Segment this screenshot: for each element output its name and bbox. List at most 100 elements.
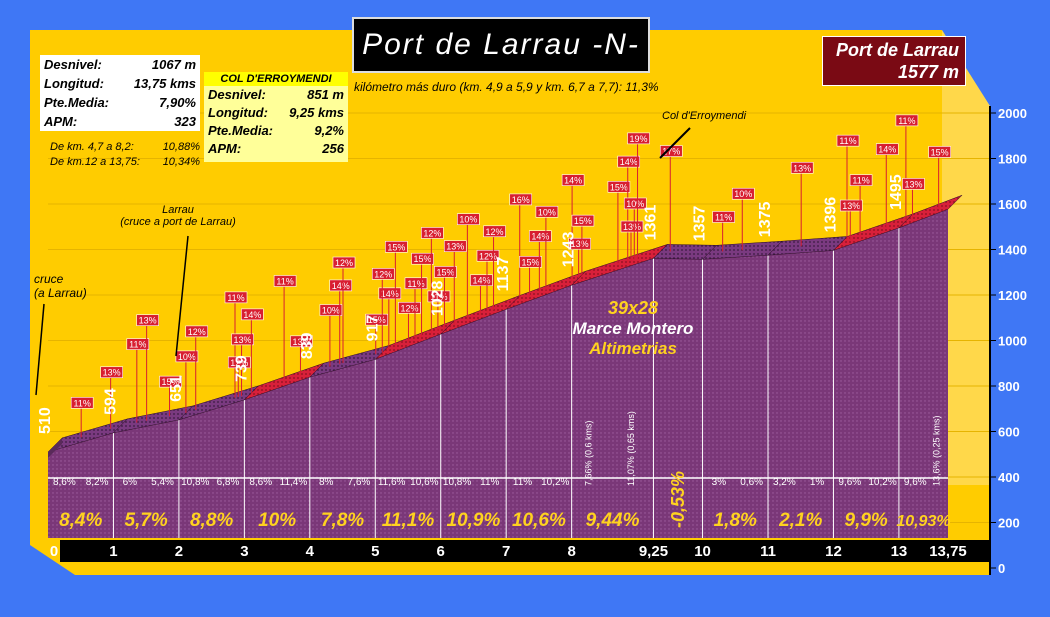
landmark-sub: (a Larrau) [34, 286, 87, 300]
tag-label: 13% [292, 337, 310, 347]
tag-box [895, 114, 919, 127]
y-tick-label: 1400 [998, 243, 1027, 258]
stat-label: Longitud: [44, 76, 104, 91]
landmark-larrau: Larrau (cruce a port de Larrau) [108, 204, 248, 228]
stat-label: Pte.Media: [44, 95, 110, 110]
credits: 39x28 Marce Montero Altimetrias [548, 298, 718, 359]
tag-label: 13% [842, 201, 860, 211]
tag-box [509, 193, 533, 206]
x-tick-label: 6 [437, 543, 445, 560]
km-gradient-label: 11,1% [382, 510, 435, 531]
km-gradient-labels: 8,4% 5,7% 8,8% 10% 7,8% 11,1% 10,9% 10,6% 9,44% -… [59, 471, 951, 531]
col-value: 9,2% [314, 123, 344, 138]
tag-box [365, 313, 389, 326]
km-gradient-label: 9,44% [586, 510, 640, 531]
tag-box [529, 230, 552, 242]
tag-box [568, 237, 591, 250]
tag-label: 15% [436, 267, 454, 277]
extra-value: 10,88% [162, 141, 200, 153]
half-gradient-label: 8,6% [249, 477, 272, 488]
km-gradient-label: -0,53% [668, 471, 688, 528]
col-box-title: COL D'ERROYMENDI [204, 72, 348, 86]
page-title: Port de Larrau -N- [352, 17, 650, 73]
credits-line2: Marce Montero [572, 319, 694, 338]
altitude-label: 651 [168, 375, 185, 402]
tag-label: 12% [479, 251, 497, 261]
x-tick-label: 10 [694, 543, 711, 560]
tag-label: 14% [243, 310, 261, 320]
tag-box [70, 397, 94, 409]
x-tick-label: 8 [567, 543, 575, 560]
col-label: Pte.Media: [208, 123, 274, 138]
tag-box [457, 213, 480, 225]
tag-box [273, 275, 297, 287]
landmark-name: Larrau [162, 204, 194, 216]
stat-value: 7,90% [159, 95, 196, 110]
tag-box [731, 187, 755, 200]
cruce-pointer [35, 303, 45, 396]
tag-box [378, 287, 402, 300]
km-gradient-label: 8,8% [190, 510, 233, 531]
x-tick-label: 5 [371, 543, 379, 560]
tag-box [443, 240, 467, 252]
landmark-erroymendi: Col d'Erroymendi [662, 110, 747, 122]
tag-label: 15% [931, 147, 949, 157]
km-gradient-label: 7,8% [321, 510, 364, 531]
col-row: Desnivel: 851 m [204, 86, 348, 104]
tag-label: 11% [839, 136, 856, 146]
tag-box [434, 266, 457, 278]
km-gradient-label: 5,7% [125, 510, 168, 531]
altitude-label: 510 [37, 407, 54, 434]
x-tick-label: 11 [760, 543, 776, 560]
tag-label: 13% [571, 239, 589, 249]
tag-box [421, 227, 444, 239]
tag-label: 15% [387, 242, 405, 252]
half-gradient-label: 11% [513, 477, 532, 488]
half-gradient-label: 13,6% (0,25 kms) [931, 415, 941, 486]
tag-label: 16% [512, 195, 530, 205]
summit-box: Port de Larrau 1577 m [822, 36, 966, 86]
y-tick-label: 1000 [998, 334, 1027, 349]
tag-label: 15% [522, 257, 540, 267]
tag-label: 10% [459, 215, 477, 225]
tag-label: 19% [630, 134, 648, 144]
altitude-label: 594 [102, 388, 119, 415]
stat-row: Longitud: 13,75 kms [40, 74, 200, 93]
landmark-name: cruce [34, 272, 64, 286]
tag-label: 10% [178, 352, 196, 362]
tag-box [476, 249, 500, 262]
altitude-label: 1375 [757, 201, 774, 237]
x-tick-label: 0 [50, 543, 58, 560]
altitude-label: 1357 [692, 206, 709, 242]
tag-box [126, 338, 150, 350]
tag-box [329, 279, 353, 292]
tag-box [371, 268, 395, 280]
altitude-label: 1243 [561, 232, 578, 268]
tag-label: 13% [623, 222, 641, 232]
extra-stat-2: De km.12 a 13,75: 10,34% [50, 156, 200, 168]
x-tick-label: 3 [240, 543, 248, 560]
km-gradient-label: 1,8% [714, 510, 757, 531]
tag-label: 11% [430, 292, 447, 302]
x-tick-label: 9,25 [639, 543, 668, 560]
x-tick-label: 13 [891, 543, 908, 560]
tag-label: 13% [904, 179, 922, 189]
tag-box [470, 274, 493, 287]
tag-label: 13% [793, 163, 811, 173]
tag-label: 12% [423, 228, 441, 238]
tag-box [175, 350, 199, 363]
y-ticks: 0 200 400 600 800 1000 1200 1400 1600 1800 2000 [990, 106, 1027, 576]
tag-box [902, 178, 925, 190]
tag-box [627, 132, 650, 145]
tag-label: 10% [322, 306, 340, 316]
tag-box [100, 366, 123, 379]
tag-label: 11% [227, 293, 244, 303]
tag-label: 14% [564, 176, 582, 186]
col-label: APM: [208, 141, 242, 156]
tag-box [290, 335, 313, 348]
tag-label: 13% [103, 368, 121, 378]
tag-box [136, 314, 159, 326]
tag-box [519, 256, 542, 268]
x-ticks: 0 1 2 3 4 5 6 7 8 9,25 10 11 12 13 13,75 [50, 543, 967, 560]
